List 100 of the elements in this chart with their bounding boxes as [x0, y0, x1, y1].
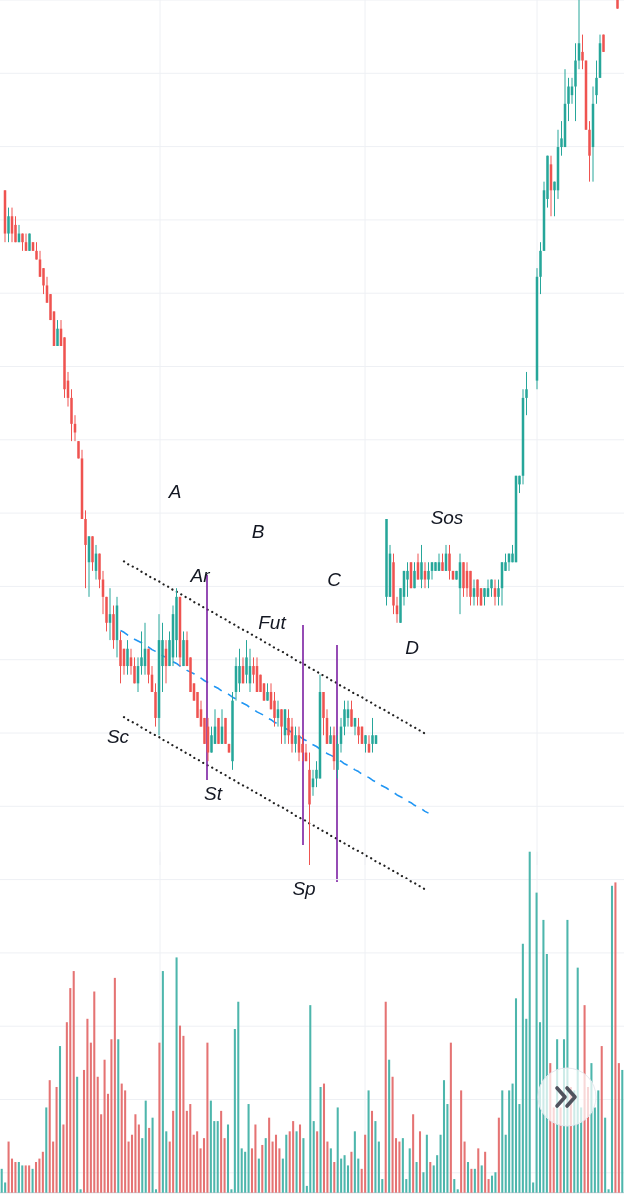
bar	[141, 1138, 144, 1193]
bar	[494, 1172, 497, 1193]
bar	[480, 1165, 483, 1193]
annotation: Fut	[258, 612, 287, 633]
bar	[418, 1131, 422, 1193]
bar	[79, 1189, 82, 1193]
bar	[134, 1114, 137, 1193]
bar	[333, 1162, 336, 1193]
bar	[240, 1148, 243, 1193]
bar	[264, 1138, 267, 1193]
bar	[38, 1158, 41, 1193]
bar	[103, 1059, 106, 1193]
bar	[614, 882, 617, 1193]
bar	[309, 1005, 312, 1193]
bar	[196, 1131, 199, 1193]
bar	[364, 1134, 367, 1193]
bar	[62, 1124, 65, 1193]
bar	[463, 1141, 466, 1193]
bar	[254, 1124, 257, 1193]
candlestick	[301, 734, 304, 762]
annotation: B	[251, 521, 265, 542]
bar	[45, 1107, 48, 1193]
bar	[172, 1110, 175, 1193]
annotation: Sc	[106, 726, 130, 747]
bar	[319, 1086, 322, 1193]
bar	[490, 1175, 494, 1193]
bar	[244, 1151, 247, 1193]
bar	[497, 1117, 500, 1193]
bar	[76, 1076, 79, 1193]
annotation: D	[405, 637, 420, 658]
bar	[41, 1151, 44, 1193]
candlestick	[476, 579, 479, 606]
bar	[484, 1151, 487, 1193]
bar	[151, 1117, 154, 1193]
candlestick	[581, 34, 584, 70]
bar	[384, 1001, 387, 1193]
bar	[257, 1158, 260, 1193]
bar	[487, 1179, 490, 1193]
annotation: Ar	[189, 565, 211, 586]
bar	[148, 1127, 151, 1193]
bar	[610, 885, 614, 1193]
bar	[370, 1110, 374, 1193]
bar	[466, 1162, 470, 1193]
candlestick	[427, 561, 430, 589]
bar	[367, 1090, 370, 1193]
bar	[220, 1110, 223, 1193]
bar	[377, 1141, 380, 1193]
bar	[274, 1134, 278, 1193]
bar	[350, 1151, 353, 1193]
bar	[7, 1141, 10, 1193]
bar	[388, 1059, 391, 1193]
bar	[192, 1134, 195, 1193]
bar	[374, 1121, 377, 1193]
bar	[48, 1080, 51, 1193]
bar	[312, 1121, 315, 1193]
bar	[86, 1018, 89, 1193]
bar	[322, 1083, 326, 1193]
bar	[93, 991, 96, 1193]
annotation: A	[167, 481, 182, 502]
bar	[535, 892, 538, 1193]
bar	[453, 1179, 456, 1193]
bar	[604, 1117, 607, 1193]
bar	[597, 1090, 600, 1193]
candlestick	[126, 639, 129, 676]
bar	[329, 1148, 332, 1193]
bar	[508, 1090, 511, 1193]
candlestick	[238, 648, 241, 693]
bar	[206, 1042, 209, 1193]
candlestick	[406, 561, 409, 598]
bar	[528, 851, 531, 1193]
bar	[617, 1063, 620, 1193]
bar	[316, 1131, 319, 1193]
bar	[178, 1025, 182, 1193]
bar	[158, 1042, 161, 1193]
bar	[391, 1076, 394, 1193]
bar	[175, 957, 178, 1193]
candlestick	[497, 579, 500, 606]
bar	[292, 1121, 295, 1193]
candlestick	[371, 717, 374, 754]
bar	[343, 1155, 346, 1193]
bar	[460, 1090, 463, 1193]
bar	[247, 1104, 250, 1193]
bar	[449, 1042, 452, 1193]
candlestick	[420, 544, 423, 589]
bar	[120, 1083, 123, 1193]
bar	[621, 1069, 624, 1193]
bar	[216, 1121, 219, 1193]
bar	[113, 977, 116, 1193]
bar	[408, 1148, 411, 1193]
annotation: Sp	[292, 878, 316, 899]
candlestick	[7, 207, 10, 243]
candlestick	[448, 544, 451, 581]
candlestick	[350, 700, 353, 728]
bar	[295, 1131, 298, 1193]
bar	[415, 1162, 418, 1193]
bar	[501, 1090, 504, 1193]
bar	[336, 1107, 339, 1193]
bar	[261, 1144, 264, 1193]
annotation: C	[327, 569, 342, 590]
bar	[0, 1168, 3, 1193]
